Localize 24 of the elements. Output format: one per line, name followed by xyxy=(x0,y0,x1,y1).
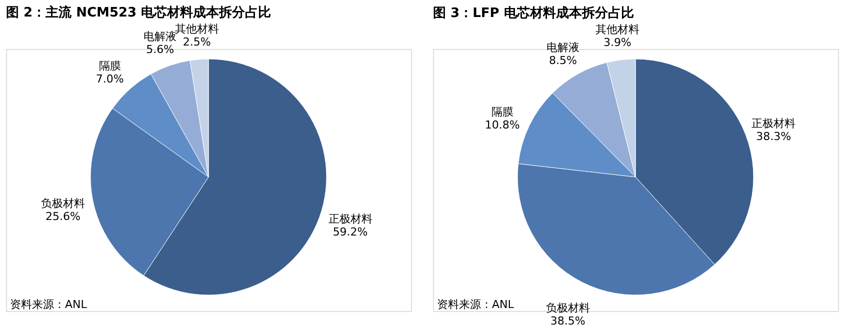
slice-label: 负极材料 xyxy=(546,302,590,315)
data-label: 25.6% xyxy=(46,210,80,224)
data-label: 2.5% xyxy=(182,35,211,48)
data-label: 8.5% xyxy=(549,54,577,67)
slice-label: 其他材料 xyxy=(595,23,640,36)
data-label: 3.9% xyxy=(603,36,632,50)
slice-label: 隔膜 xyxy=(98,60,121,73)
slice-label: 其他材料 xyxy=(174,22,219,36)
slice-label: 正极材料 xyxy=(752,116,796,130)
slice-label: 电解液 xyxy=(546,40,580,54)
slice-label: 正极材料 xyxy=(328,212,372,226)
data-label: 5.6% xyxy=(146,43,174,56)
data-label: 59.2% xyxy=(332,225,368,238)
chart-title: 图 2：主流 NCM523 电芯材料成本拆分占比 xyxy=(6,4,272,20)
text: 资料来源：ANL xyxy=(10,298,88,311)
data-label: 10.8% xyxy=(484,118,520,132)
text: 资料来源：ANL xyxy=(437,298,515,311)
data-label: 38.3% xyxy=(756,130,792,143)
slice-label: 电解液 xyxy=(144,30,177,44)
chart-title: 图 3：LFP 电芯材料成本拆分占比 xyxy=(433,6,634,22)
slice-label: 隔膜 xyxy=(491,105,514,118)
data-label: 38.5% xyxy=(550,314,586,328)
data-label: 7.0% xyxy=(96,72,124,86)
slice-label: 负极材料 xyxy=(40,197,85,210)
